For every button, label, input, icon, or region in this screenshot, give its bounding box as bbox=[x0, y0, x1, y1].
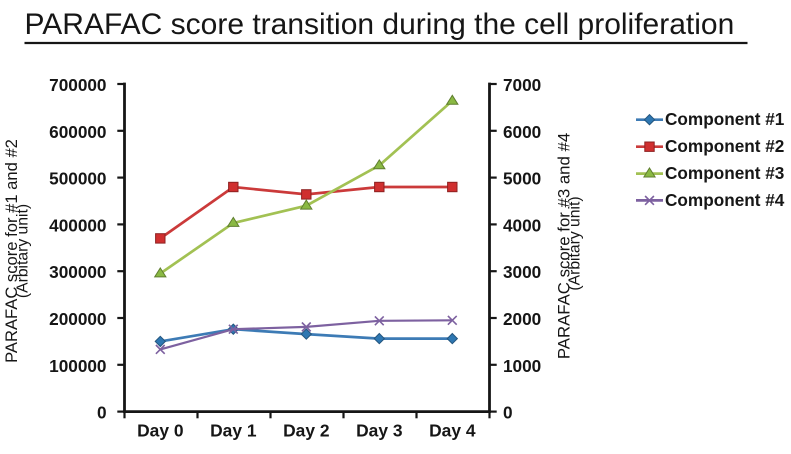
svg-text:Component #1: Component #1 bbox=[665, 109, 785, 129]
svg-text:Day 1: Day 1 bbox=[210, 420, 257, 440]
svg-text:Component #2: Component #2 bbox=[665, 136, 784, 156]
svg-text:(Arbitary unit): (Arbitary unit) bbox=[567, 196, 584, 290]
svg-text:3000: 3000 bbox=[503, 262, 541, 282]
svg-text:4000: 4000 bbox=[503, 215, 541, 235]
svg-text:Day 0: Day 0 bbox=[137, 420, 183, 440]
svg-text:0: 0 bbox=[503, 403, 513, 423]
svg-text:700000: 700000 bbox=[49, 75, 106, 95]
svg-text:0: 0 bbox=[97, 403, 107, 423]
svg-text:6000: 6000 bbox=[503, 122, 541, 142]
svg-text:PARAFAC score transition durin: PARAFAC score transition during the cell… bbox=[25, 8, 735, 41]
svg-text:2000: 2000 bbox=[503, 309, 541, 329]
svg-text:Day 4: Day 4 bbox=[429, 420, 476, 440]
svg-text:600000: 600000 bbox=[49, 122, 106, 142]
svg-text:Day 3: Day 3 bbox=[356, 420, 403, 440]
svg-text:5000: 5000 bbox=[503, 169, 541, 189]
svg-text:1000: 1000 bbox=[503, 356, 541, 376]
svg-text:200000: 200000 bbox=[49, 309, 106, 329]
svg-text:(Arbitary unit): (Arbitary unit) bbox=[15, 204, 32, 298]
svg-text:500000: 500000 bbox=[49, 169, 106, 189]
svg-text:7000: 7000 bbox=[503, 75, 541, 95]
svg-text:300000: 300000 bbox=[49, 262, 106, 282]
svg-text:Component #3: Component #3 bbox=[665, 163, 784, 183]
svg-text:PARAFAC score for #3 and #4: PARAFAC score for #3 and #4 bbox=[555, 133, 574, 359]
svg-text:Day 2: Day 2 bbox=[283, 420, 329, 440]
svg-text:Component #4: Component #4 bbox=[665, 190, 785, 210]
svg-text:100000: 100000 bbox=[49, 356, 106, 376]
svg-text:PARAFAC score for #1 and #2: PARAFAC score for #1 and #2 bbox=[2, 139, 21, 363]
svg-text:400000: 400000 bbox=[49, 215, 106, 235]
